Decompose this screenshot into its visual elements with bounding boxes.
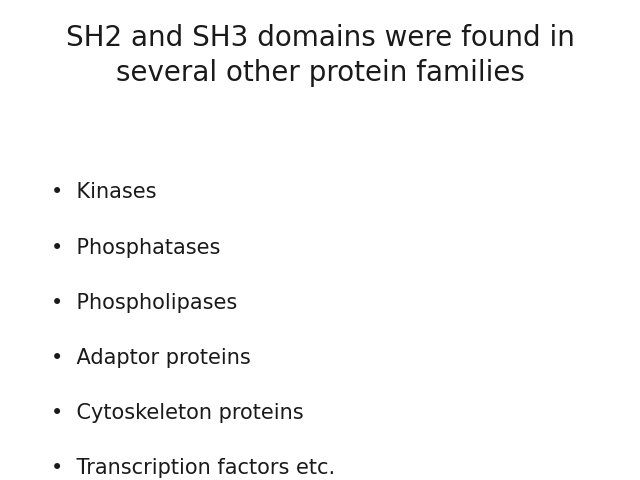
Text: •  Cytoskeleton proteins: • Cytoskeleton proteins (51, 403, 304, 423)
Text: •  Adaptor proteins: • Adaptor proteins (51, 348, 251, 368)
Text: •  Phospholipases: • Phospholipases (51, 293, 237, 313)
Text: •  Phosphatases: • Phosphatases (51, 238, 221, 258)
Text: SH2 and SH3 domains were found in
several other protein families: SH2 and SH3 domains were found in severa… (65, 24, 575, 86)
Text: •  Transcription factors etc.: • Transcription factors etc. (51, 458, 335, 479)
Text: •  Kinases: • Kinases (51, 182, 157, 203)
